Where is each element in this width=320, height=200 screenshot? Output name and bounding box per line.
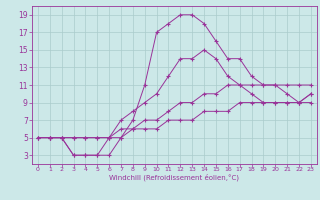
X-axis label: Windchill (Refroidissement éolien,°C): Windchill (Refroidissement éolien,°C) xyxy=(109,173,239,181)
